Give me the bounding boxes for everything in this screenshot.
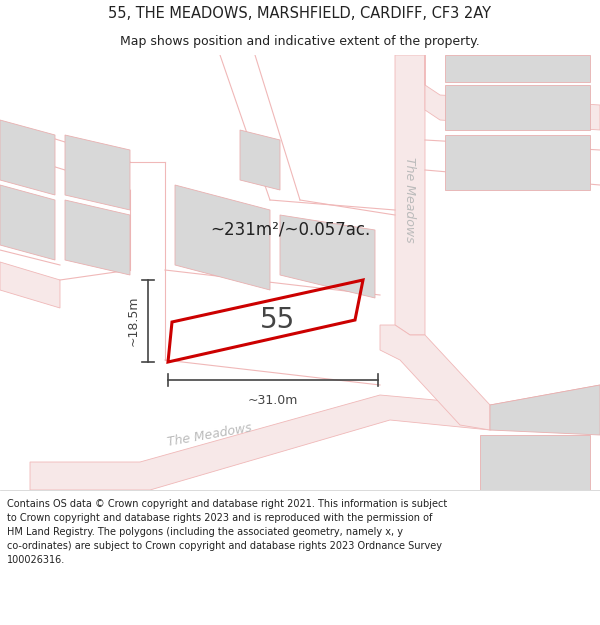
Polygon shape [380,325,490,430]
Polygon shape [425,55,600,130]
Text: Map shows position and indicative extent of the property.: Map shows position and indicative extent… [120,35,480,48]
Polygon shape [395,55,425,335]
Polygon shape [445,85,590,130]
Text: Contains OS data © Crown copyright and database right 2021. This information is : Contains OS data © Crown copyright and d… [7,499,448,566]
Polygon shape [0,262,60,308]
Text: 55: 55 [260,306,296,334]
Polygon shape [0,185,55,260]
Polygon shape [175,185,270,290]
Polygon shape [65,135,130,210]
Text: ~18.5m: ~18.5m [127,296,140,346]
Text: The Meadows: The Meadows [404,157,416,242]
Polygon shape [30,385,600,490]
Polygon shape [490,385,600,435]
Text: 55, THE MEADOWS, MARSHFIELD, CARDIFF, CF3 2AY: 55, THE MEADOWS, MARSHFIELD, CARDIFF, CF… [109,6,491,21]
Polygon shape [240,130,280,190]
Polygon shape [480,435,590,490]
Text: ~31.0m: ~31.0m [248,394,298,407]
Text: ~231m²/~0.057ac.: ~231m²/~0.057ac. [210,221,370,239]
Polygon shape [65,200,130,275]
Text: The Meadows: The Meadows [167,421,253,449]
Polygon shape [445,135,590,190]
Polygon shape [445,55,590,82]
Polygon shape [0,120,55,195]
Polygon shape [280,215,375,298]
